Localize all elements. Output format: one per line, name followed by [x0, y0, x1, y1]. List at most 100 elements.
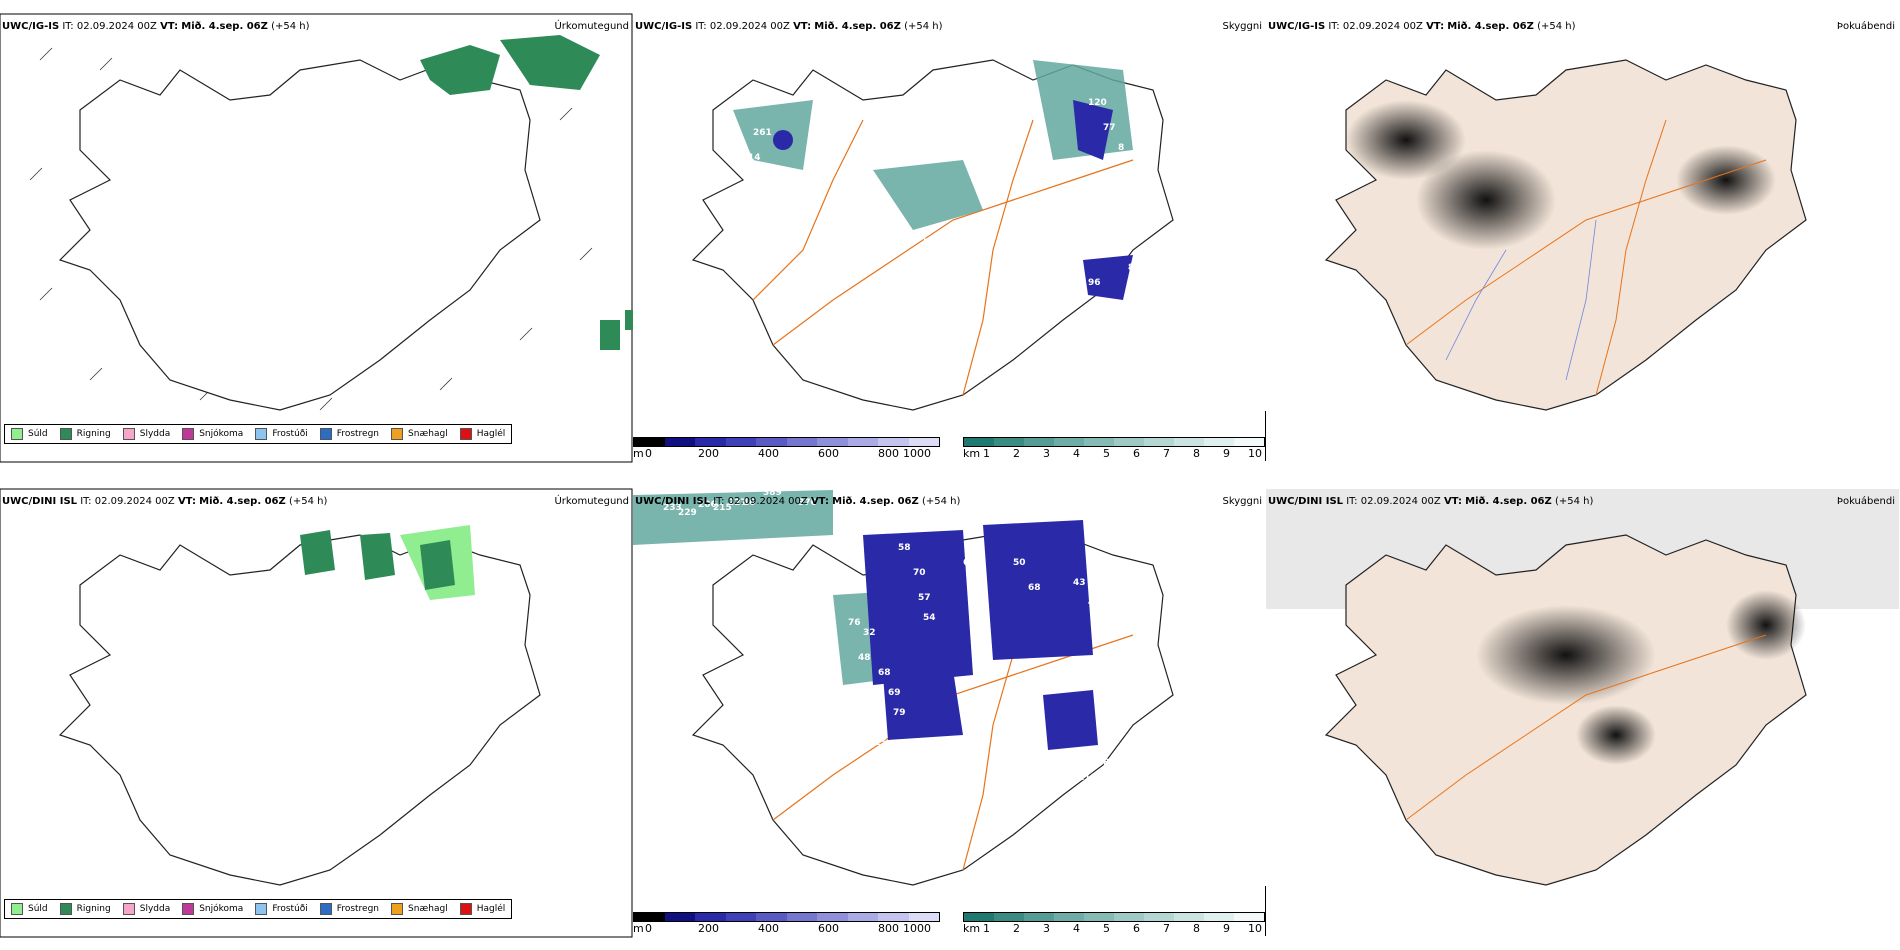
visibility-value-label: 119	[1078, 773, 1097, 783]
visibility-value-label: 68	[848, 718, 861, 728]
roads	[1405, 119, 1767, 396]
panel-header: UWC/IG-IS IT: 02.09.2024 00Z VT: Mið. 4.…	[2, 21, 310, 32]
visibility-value-label: 76	[848, 618, 861, 628]
visibility-value-label: 215	[713, 503, 732, 513]
legend-item-rain: Rigning	[59, 903, 111, 915]
visibility-m-colorbar	[633, 912, 940, 922]
visibility-value-label: 48	[858, 653, 871, 663]
visibility-value-label: 68	[878, 668, 891, 678]
precip-type-map	[0, 488, 633, 938]
field-name: Þokuábendi	[1836, 21, 1895, 32]
precip-type-panel-igis: UWC/IG-IS IT: 02.09.2024 00Z VT: Mið. 4.…	[0, 0, 633, 475]
visibility-value-label: 55	[1093, 618, 1106, 628]
visibility-value-label: 47	[1088, 598, 1101, 608]
fog-index-panel-igis: UWC/IG-IS IT: 02.09.2024 00Z VT: Mið. 4.…	[1266, 0, 1899, 475]
panel-header: UWC/DINI ISL IT: 02.09.2024 00Z VT: Mið.…	[1268, 496, 1594, 507]
legend-item-freezing-rain: Frostregn	[319, 903, 379, 915]
visibility-value-label: 8	[1118, 143, 1124, 153]
legend-item-graupel: Snæhagl	[391, 428, 448, 440]
visibility-km-ticks: km 1 2 3 4 5 6 7 8 9 10	[963, 447, 1262, 460]
visibility-low-areas	[773, 100, 1133, 300]
legend-item-sleet: Slydda	[122, 428, 170, 440]
visibility-value-label: 86	[913, 738, 926, 748]
visibility-value-label: 53	[1133, 618, 1146, 628]
visibility-value-label: 850	[1138, 643, 1157, 653]
fog-legend: 0 60	[1265, 886, 1266, 936]
visibility-panel-dini: 233 229 206 215 227 10 389 376 58 70 57 54 66 50 68 43 4…	[633, 475, 1266, 950]
visibility-value-label: 96	[1088, 278, 1101, 288]
visibility-km-colorbar	[963, 437, 1265, 447]
visibility-value-label: 125	[868, 738, 887, 748]
roads	[1405, 634, 1767, 821]
field-name: Skyggni	[1222, 496, 1262, 507]
visibility-value-label: 120	[1088, 98, 1107, 108]
visibility-panel-igis: 261 14 10 120 77 504 84 96 80 8 5 UWC/IG-IS IT: 02…	[633, 0, 1266, 475]
visibility-value-label: 376	[798, 498, 817, 508]
visibility-value-label: 10	[743, 498, 756, 508]
visibility-value-label: 352	[898, 778, 917, 788]
legend-item-snow: Snjókoma	[182, 903, 243, 915]
precip-legend: Súld Rigning Slydda Snjókoma Frostúði Fr…	[4, 899, 513, 919]
visibility-value-label: 50	[1013, 558, 1026, 568]
precip-legend: Súld Rigning Slydda Snjókoma Frostúði Fr…	[4, 424, 513, 444]
visibility-value-label: 82	[1103, 758, 1116, 768]
visibility-value-label: 66	[963, 558, 976, 568]
visibility-value-label: 68	[1028, 583, 1041, 593]
fog-index-map	[1324, 59, 1807, 411]
visibility-value-label: 54	[923, 613, 936, 623]
fog-index-map	[1266, 489, 1899, 886]
visibility-m-ticks: m 0 200 400 600 800 1000	[633, 922, 931, 935]
fog-index-panel-dini: UWC/DINI ISL IT: 02.09.2024 00Z VT: Mið.…	[1266, 475, 1899, 950]
legend-item-snow: Snjókoma	[182, 428, 243, 440]
visibility-value-label: 58	[898, 543, 911, 553]
legend-item-hail: Haglél	[459, 428, 505, 440]
visibility-value-label: 57	[918, 593, 931, 603]
visibility-value-label: 227	[728, 498, 747, 508]
visibility-map: 261 14 10 120 77 504 84 96 80 8 5	[691, 59, 1174, 411]
panel-header: UWC/IG-IS IT: 02.09.2024 00Z VT: Mið. 4.…	[635, 21, 943, 32]
visibility-value-label: 77	[1103, 123, 1116, 133]
visibility-value-label: 504	[923, 238, 942, 248]
precip-type-map	[0, 13, 633, 463]
visibility-value-label: 32	[863, 628, 876, 638]
visibility-value-label: 80	[1128, 263, 1141, 273]
visibility-value-label: 206	[698, 500, 717, 510]
visibility-m-colorbar	[633, 437, 940, 447]
fog-legend: 0 60	[1265, 411, 1266, 461]
legend-item-freezing-drizzle: Frostúði	[255, 428, 308, 440]
rivers	[1445, 219, 1597, 381]
fog-dark-areas	[1476, 590, 1806, 765]
panel-header: UWC/DINI ISL IT: 02.09.2024 00Z VT: Mið.…	[2, 496, 328, 507]
visibility-value-label: 73	[1028, 773, 1041, 783]
visibility-km-ticks: km 1 2 3 4 5 6 7 8 9 10	[963, 922, 1262, 935]
visibility-km-colorbar	[963, 912, 1265, 922]
fog-dark-areas	[1346, 100, 1776, 250]
panel-header: UWC/DINI ISL IT: 02.09.2024 00Z VT: Mið.…	[635, 496, 961, 507]
visibility-value-label: 14	[748, 153, 761, 163]
visibility-value-label: 10	[743, 188, 756, 198]
precip-type-panel-dini: UWC/DINI ISL IT: 02.09.2024 00Z VT: Mið.…	[0, 475, 633, 950]
visibility-value-label: 84	[903, 758, 916, 768]
visibility-value-label: 74	[1113, 618, 1126, 628]
visibility-value-label: 69	[888, 688, 901, 698]
iceland-land	[1324, 534, 1807, 886]
wind-barbs	[29, 47, 593, 411]
iceland-coast	[58, 534, 541, 886]
visibility-value-label: 389	[763, 488, 782, 498]
roads	[752, 119, 1134, 396]
field-name: Úrkomutegund	[554, 21, 629, 32]
legend-item-graupel: Snæhagl	[391, 903, 448, 915]
legend-item-hail: Haglél	[459, 903, 505, 915]
precip-areas	[300, 525, 475, 600]
visibility-value-label: 72	[998, 753, 1011, 763]
panel-header: UWC/IG-IS IT: 02.09.2024 00Z VT: Mið. 4.…	[1268, 21, 1576, 32]
visibility-value-label: 5	[1133, 223, 1139, 233]
legend-item-drizzle: Súld	[11, 903, 48, 915]
visibility-value-label: 91	[978, 733, 991, 743]
visibility-value-label: 91	[788, 623, 801, 633]
visibility-value-label: 233	[663, 503, 682, 513]
rain-areas	[420, 35, 633, 350]
field-name: Þokuábendi	[1836, 496, 1895, 507]
visibility-low-areas	[863, 520, 1098, 750]
